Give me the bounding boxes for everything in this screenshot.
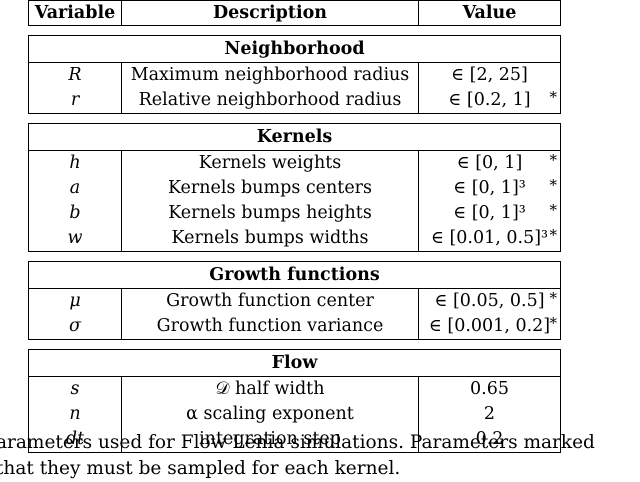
table-row: w Kernels bumps widths ∈ [0.01, 0.5]³ * bbox=[28, 226, 561, 252]
caption-line-1: arameters used for Flow Lenia simulation… bbox=[0, 432, 595, 453]
table-row: R Maximum neighborhood radius ∈ [2, 25] bbox=[28, 62, 561, 88]
variable-cell: s bbox=[28, 376, 122, 402]
value-text: ∈ [2, 25] bbox=[451, 65, 528, 85]
section-title: Kernels bbox=[28, 123, 561, 151]
value-text: ∈ [0.01, 0.5]³ bbox=[430, 228, 549, 248]
section-header-row: Growth functions bbox=[28, 261, 561, 289]
variable-cell: b bbox=[28, 201, 122, 226]
value-cell: ∈ [2, 25] bbox=[418, 62, 561, 88]
header-description: Description bbox=[121, 0, 419, 26]
gap-cell bbox=[29, 26, 561, 36]
section-gap bbox=[29, 114, 561, 124]
parameter-table: Variable Description Value Neighborhood R… bbox=[28, 0, 561, 453]
value-text: 0.65 bbox=[470, 379, 509, 399]
variable-cell: n bbox=[28, 402, 122, 427]
section-header-row: Kernels bbox=[28, 123, 561, 151]
description-cell: Kernels bumps widths bbox=[121, 226, 419, 252]
gap-cell bbox=[29, 340, 561, 350]
value-cell: ∈ [0, 1] * bbox=[418, 150, 561, 176]
description-cell: Growth function center bbox=[121, 288, 419, 314]
section-header-row: Neighborhood bbox=[28, 35, 561, 63]
per-kernel-marker: * bbox=[549, 176, 558, 194]
table-row: dt integration step 0.2 bbox=[28, 427, 561, 453]
description-cell: Growth function variance bbox=[121, 314, 419, 340]
value-cell: ∈ [0, 1]³ * bbox=[418, 201, 561, 226]
per-kernel-marker: * bbox=[549, 151, 558, 169]
table-row: r Relative neighborhood radius ∈ [0.2, 1] * bbox=[28, 88, 561, 114]
parameter-table-container: Variable Description Value Neighborhood R… bbox=[28, 0, 561, 453]
table-row: σ Growth function variance ∈ [0.001, 0.2] * bbox=[28, 314, 561, 340]
value-cell: 0.2 bbox=[418, 427, 561, 453]
table-row: μ Growth function center ∈ [0.05, 0.5] * bbox=[28, 288, 561, 314]
description-cell: integration step bbox=[121, 427, 419, 453]
per-kernel-marker: * bbox=[549, 314, 558, 332]
variable-cell: h bbox=[28, 150, 122, 176]
value-cell: ∈ [0, 1]³ * bbox=[418, 176, 561, 201]
description-cell: α scaling exponent bbox=[121, 402, 419, 427]
variable-cell: σ bbox=[28, 314, 122, 340]
section-title: Neighborhood bbox=[28, 35, 561, 63]
value-text: ∈ [0, 1]³ bbox=[453, 203, 526, 223]
value-text: ∈ [0, 1]³ bbox=[453, 178, 526, 198]
description-cell: 𝒟 half width bbox=[121, 376, 419, 402]
value-text: ∈ [0.2, 1] bbox=[448, 90, 531, 110]
variable-cell: μ bbox=[28, 288, 122, 314]
value-cell: 0.65 bbox=[418, 376, 561, 402]
table-body: Neighborhood R Maximum neighborhood radius… bbox=[28, 26, 561, 453]
variable-cell: w bbox=[28, 226, 122, 252]
table-row: h Kernels weights ∈ [0, 1] * bbox=[28, 150, 561, 176]
variable-cell: r bbox=[28, 88, 122, 114]
section-title: Growth functions bbox=[28, 261, 561, 289]
header-value: Value bbox=[418, 0, 561, 26]
variable-cell: a bbox=[28, 176, 122, 201]
table-row: b Kernels bumps heights ∈ [0, 1]³ * bbox=[28, 201, 561, 226]
value-cell: 2 bbox=[418, 402, 561, 427]
per-kernel-marker: * bbox=[549, 226, 558, 244]
caption-line-2: that they must be sampled for each kerne… bbox=[0, 458, 401, 479]
gap-cell bbox=[29, 252, 561, 262]
section-gap bbox=[29, 252, 561, 262]
section-header-row: Flow bbox=[28, 349, 561, 377]
description-cell: Kernels bumps centers bbox=[121, 176, 419, 201]
value-cell: ∈ [0.2, 1] * bbox=[418, 88, 561, 114]
value-text: ∈ [0.001, 0.2] bbox=[428, 316, 551, 336]
per-kernel-marker: * bbox=[549, 201, 558, 219]
value-text: ∈ [0.05, 0.5] bbox=[434, 291, 545, 311]
section-title: Flow bbox=[28, 349, 561, 377]
description-cell: Maximum neighborhood radius bbox=[121, 62, 419, 88]
value-cell: ∈ [0.001, 0.2] * bbox=[418, 314, 561, 340]
section-gap bbox=[29, 340, 561, 350]
variable-cell: R bbox=[28, 62, 122, 88]
header-row: Variable Description Value bbox=[28, 0, 561, 26]
section-gap bbox=[29, 26, 561, 36]
variable-cell: dt bbox=[28, 427, 122, 453]
table-row: a Kernels bumps centers ∈ [0, 1]³ * bbox=[28, 176, 561, 201]
per-kernel-marker: * bbox=[549, 289, 558, 307]
value-text: ∈ [0, 1] bbox=[456, 153, 523, 173]
per-kernel-marker: * bbox=[549, 88, 558, 106]
value-cell: ∈ [0.05, 0.5] * bbox=[418, 288, 561, 314]
value-cell: ∈ [0.01, 0.5]³ * bbox=[418, 226, 561, 252]
description-cell: Kernels bumps heights bbox=[121, 201, 419, 226]
description-cell: Kernels weights bbox=[121, 150, 419, 176]
description-cell: Relative neighborhood radius bbox=[121, 88, 419, 114]
header-variable: Variable bbox=[28, 0, 122, 26]
value-text: 2 bbox=[483, 404, 496, 424]
gap-cell bbox=[29, 114, 561, 124]
value-text: 0.2 bbox=[475, 429, 504, 449]
